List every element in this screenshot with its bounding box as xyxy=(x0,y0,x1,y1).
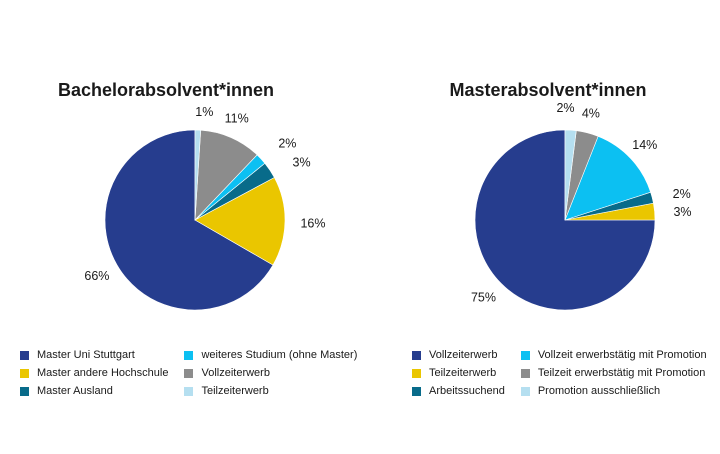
legend-swatch xyxy=(412,351,421,360)
pie-label-bachelor-0: 66% xyxy=(84,269,109,283)
legend-swatch xyxy=(184,351,194,360)
legend-label: Teilzeit erwerbstätig mit Promotion xyxy=(537,367,706,379)
legend-bachelor: Master Uni Stuttgart weiteres Studium (oh… xyxy=(20,348,357,399)
legend-swatch xyxy=(20,387,29,396)
legend-item: Vollzeiterwerb xyxy=(412,348,505,363)
legend-label: Master andere Hochschule xyxy=(37,367,169,379)
legend-label: Teilzeiterwerb xyxy=(201,385,269,397)
pie-label-bachelor-2: 3% xyxy=(293,155,311,169)
pie-slice-bachelor-5 xyxy=(194,129,202,221)
legend-item: Master Ausland xyxy=(20,384,168,399)
legend-swatch xyxy=(184,369,194,378)
legend-swatch xyxy=(20,351,29,360)
legend-swatch xyxy=(412,369,421,378)
legend-label: Vollzeiterwerb xyxy=(201,367,270,379)
legend-item: Teilzeiterwerb xyxy=(412,366,505,381)
legend-swatch xyxy=(520,369,530,378)
legend-item: Teilzeiterwerb xyxy=(184,384,357,399)
chart-title-bachelor: Bachelorabsolvent*innen xyxy=(57,80,275,100)
legend-swatch xyxy=(520,387,530,396)
legend-label: weiteres Studium (ohne Master) xyxy=(201,349,358,361)
pie-slice-bachelor-1 xyxy=(194,177,286,266)
pie-slice-bachelor-0 xyxy=(104,129,274,311)
legend-label: Vollzeiterwerb xyxy=(429,349,498,361)
legend-swatch xyxy=(412,387,421,396)
pie-label-master-1: 3% xyxy=(673,205,691,219)
legend-item: Teilzeit erwerbstätig mit Promotion xyxy=(520,366,707,381)
legend-swatch xyxy=(184,387,194,396)
pie-label-master-2: 2% xyxy=(673,187,691,201)
pie-label-bachelor-1: 16% xyxy=(300,217,325,231)
legend-item: Arbeitssuchend xyxy=(412,384,505,399)
legend-label: Promotion ausschließlich xyxy=(537,385,661,397)
pie-slice-master-5 xyxy=(564,129,577,221)
pie-label-master-0: 75% xyxy=(471,291,496,305)
pie-label-bachelor-5: 1% xyxy=(195,105,213,119)
legend-master: Vollzeiterwerb Vollzeit erwerbstätig mit … xyxy=(412,348,707,399)
pie-label-master-3: 14% xyxy=(632,138,657,152)
pie-label-bachelor-4: 11% xyxy=(225,112,249,126)
legend-item: Master Uni Stuttgart xyxy=(20,348,168,363)
legend-item: Vollzeit erwerbstätig mit Promotion xyxy=(520,348,707,363)
legend-label: Arbeitssuchend xyxy=(429,385,505,397)
pie-slice-master-3 xyxy=(564,135,651,221)
legend-swatch xyxy=(20,369,29,378)
legend-item: Promotion ausschließlich xyxy=(520,384,707,399)
chart-title-master: Masterabsolvent*innen xyxy=(449,80,647,100)
pie-label-master-4: 4% xyxy=(582,106,600,120)
legend-label: Master Ausland xyxy=(37,385,113,397)
legend-label: Master Uni Stuttgart xyxy=(37,349,135,361)
legend-label: Teilzeiterwerb xyxy=(429,367,497,379)
pie-label-master-5: 2% xyxy=(556,101,574,115)
legend-item: Vollzeiterwerb xyxy=(184,366,357,381)
legend-label: Vollzeit erwerbstätig mit Promotion xyxy=(537,349,707,361)
legend-item: weiteres Studium (ohne Master) xyxy=(184,348,357,363)
pie-label-bachelor-3: 2% xyxy=(278,136,296,150)
legend-swatch xyxy=(520,351,530,360)
legend-item: Master andere Hochschule xyxy=(20,366,168,381)
